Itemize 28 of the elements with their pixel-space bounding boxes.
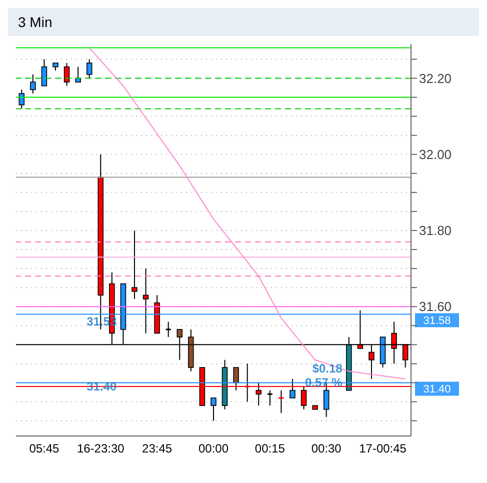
candlestick <box>132 230 138 300</box>
x-tick-label: 00:15 <box>254 442 286 456</box>
y-tick-label: 32.20 <box>419 70 452 86</box>
annotation: $0.18 <box>312 362 343 376</box>
candlestick <box>30 74 36 94</box>
candlestick <box>210 397 216 422</box>
candlestick <box>86 58 92 79</box>
candlestick <box>233 366 239 391</box>
candlestick <box>64 62 70 86</box>
candlestick <box>278 390 284 414</box>
candlestick <box>142 268 149 334</box>
line-series <box>88 47 406 380</box>
ref-line-label: 31.58 <box>423 315 451 328</box>
ref-line-label: 31.40 <box>423 384 451 396</box>
y-tick-label: 31.60 <box>419 299 452 314</box>
candlestick <box>165 321 172 338</box>
x-tick-label: 23:45 <box>142 442 172 456</box>
x-tick-label: 17-00:45 <box>359 442 407 456</box>
x-tick-label: 05:45 <box>29 442 60 456</box>
y-tick-label: 32.00 <box>419 146 452 162</box>
y-tick-label: 31.80 <box>419 223 452 238</box>
x-tick-label: 16-23:30 <box>76 442 125 456</box>
x-tick-label: 00:30 <box>311 442 342 456</box>
candlestick <box>266 390 274 406</box>
x-tick-label: 00:00 <box>198 442 229 456</box>
candlestick <box>18 89 25 110</box>
chart-title: 3 Min <box>8 8 479 36</box>
candlestick <box>41 58 48 86</box>
